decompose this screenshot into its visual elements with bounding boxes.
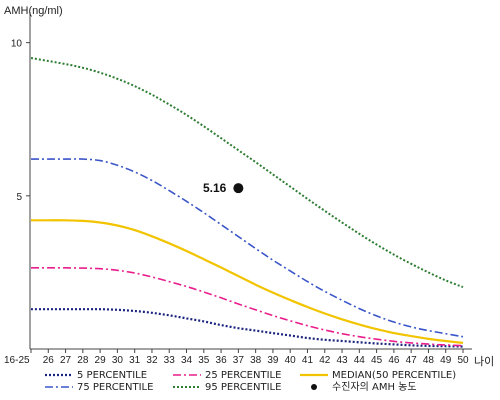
x-tick-label: 35 <box>198 355 210 366</box>
x-tick-label: 29 <box>95 355 107 366</box>
x-tick-label: 27 <box>60 355 72 366</box>
x-tick-label: 44 <box>354 355 366 366</box>
legend-swatch-point <box>311 384 317 390</box>
legend-label-1: 25 PERCENTILE <box>205 370 281 381</box>
chart-axes <box>29 12 472 350</box>
x-tick-label: 46 <box>388 355 400 366</box>
x-tick-label: 40 <box>285 355 297 366</box>
series-line-4 <box>30 57 464 289</box>
y-tick-label: 10 <box>11 39 23 50</box>
legend-label-4: 95 PERCENTILE <box>205 382 281 393</box>
patient-point-group: 5.16 <box>203 181 244 195</box>
x-tick-label: 41 <box>302 355 314 366</box>
legend-label-0: 5 PERCENTILE <box>77 370 147 381</box>
x-ticks: 16-25 26 27 28 29 30 31 32 33 34 35 36 37 38 39 40 41 42 4… <box>4 349 469 366</box>
y-axis-label: AMH(ng/ml) <box>4 5 63 17</box>
x-tick-label: 39 <box>267 355 279 366</box>
x-tick-label: 36 <box>216 355 228 366</box>
x-tick-label: 16-25 <box>4 355 30 366</box>
series-lines <box>30 57 464 348</box>
x-axis-label: 나이 <box>474 355 494 368</box>
x-tick-label: 33 <box>164 355 176 366</box>
x-tick-label: 26 <box>43 355 55 366</box>
series-line-1 <box>31 266 464 347</box>
y-ticks: 5 10 <box>11 39 30 203</box>
legend-label-point: 수진자의 AMH 농도 <box>332 381 417 393</box>
x-tick-label: 42 <box>319 355 331 366</box>
series-line-0 <box>31 308 464 348</box>
legend: 5 PERCENTILE 25 PERCENTILE MEDIAN(50 PERCE… <box>45 370 456 393</box>
patient-amh-value-label: 5.16 <box>203 181 227 195</box>
x-tick-label: 37 <box>233 355 245 366</box>
x-tick-label: 49 <box>440 355 452 366</box>
x-tick-label: 45 <box>371 355 383 366</box>
legend-label-2: MEDIAN(50 PERCENTILE) <box>332 370 456 381</box>
x-tick-label: 31 <box>129 355 141 366</box>
x-tick-label: 47 <box>406 355 418 366</box>
x-tick-label: 38 <box>250 355 262 366</box>
y-tick-label: 5 <box>16 192 22 203</box>
series-line-3 <box>31 158 464 338</box>
x-tick-label: 34 <box>181 355 193 366</box>
x-tick-label: 32 <box>146 355 158 366</box>
x-tick-label: 28 <box>77 355 89 366</box>
series-line-2 <box>31 219 464 344</box>
x-tick-label: 48 <box>423 355 435 366</box>
x-tick-label: 50 <box>457 355 469 366</box>
x-tick-label: 43 <box>336 355 348 366</box>
legend-label-3: 75 PERCENTILE <box>77 382 153 393</box>
patient-amh-point <box>233 183 244 194</box>
x-tick-label: 30 <box>112 355 124 366</box>
